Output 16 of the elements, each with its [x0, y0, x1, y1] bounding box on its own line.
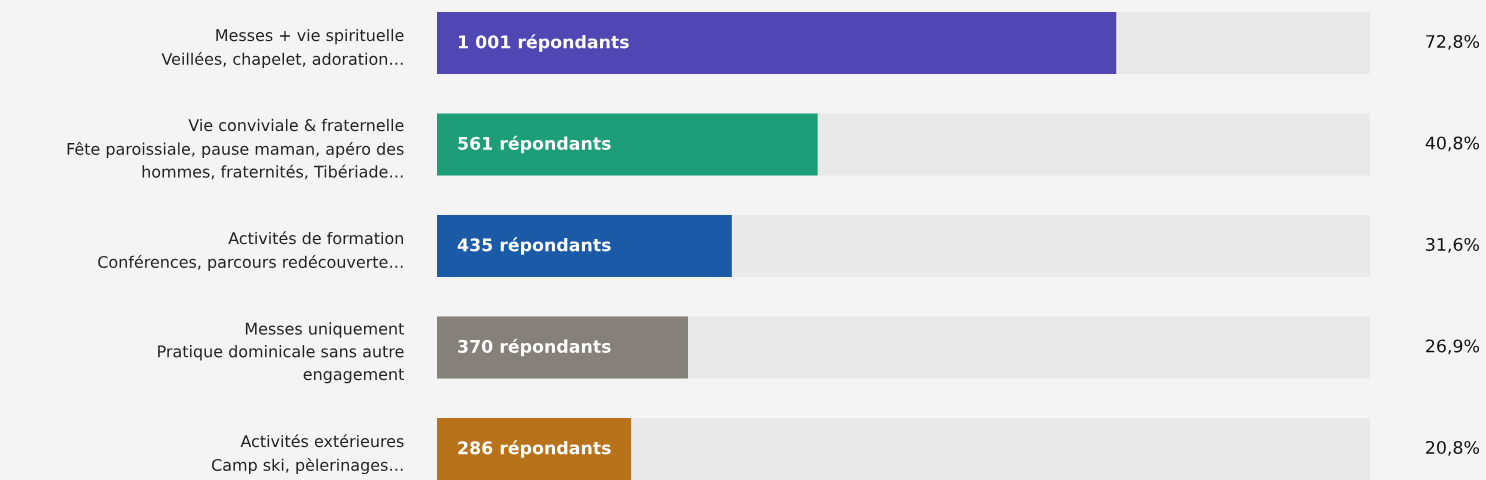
y-tick-label: Messes uniquement Pratique dominicale sans autre engagement — [158, 322, 404, 384]
data-label: 40,8% — [1425, 136, 1480, 152]
data-label: 72,8% — [1426, 34, 1480, 50]
y-tick-label: Activités extérieures Camp ski, pèlerinages… — [211, 434, 404, 475]
annotation: 286 répondants — [458, 440, 611, 458]
y-tick-label: Messes + vie spirituelle Veillées, chapelet, adoration… — [161, 28, 404, 69]
annotation: 435 répondants — [457, 237, 611, 255]
data-label: 31,6% — [1426, 237, 1480, 253]
y-tick-label: Vie conviviale & fraternelle Fête paroissiale, pause maman, apéro des hommes, fraternités, Tibériade… — [67, 118, 404, 180]
data-label: 20,8% — [1426, 440, 1480, 456]
annotation: 370 répondants — [458, 338, 611, 357]
annotation: 561 répondants — [458, 135, 611, 154]
bar — [437, 418, 632, 480]
annotation: 1 001 répondants — [458, 34, 629, 52]
y-tick-label: Activités de formation Conférences, parcours redécouverte… — [98, 231, 404, 272]
data-label: 26,9% — [1426, 339, 1480, 355]
